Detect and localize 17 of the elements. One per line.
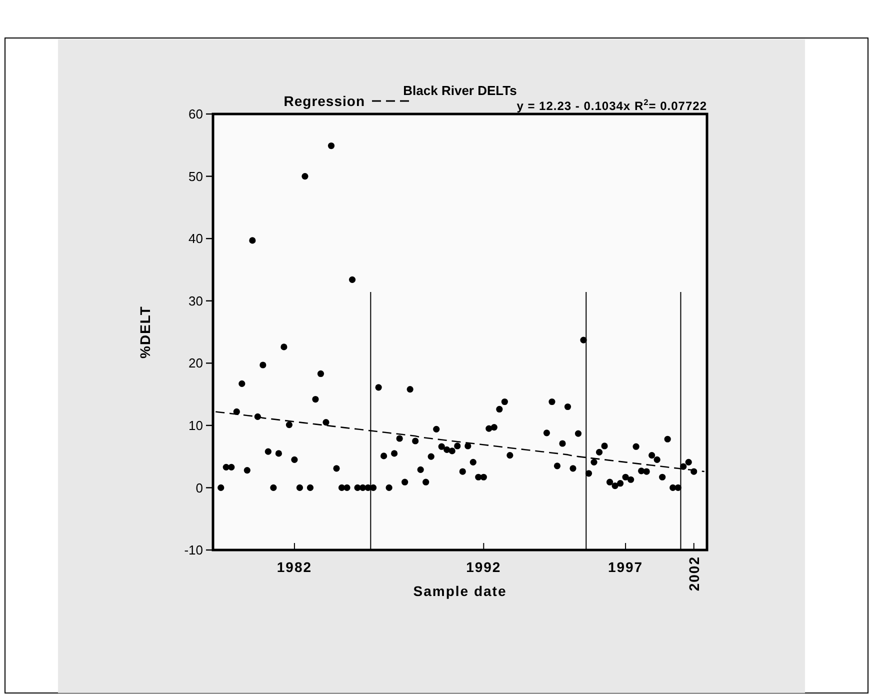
x-tick-label: 2002	[686, 556, 702, 592]
y-tick-label: 40	[188, 231, 203, 246]
x-tick-label: 1982	[276, 559, 312, 575]
y-tick-label: -10	[184, 542, 203, 558]
x-axis-title: Sample date	[413, 583, 507, 599]
y-tick-label: 60	[188, 106, 203, 122]
y-tick-label: 30	[188, 293, 203, 308]
x-tick-label: 1997	[608, 559, 644, 575]
y-axis-title: %DELT	[137, 306, 153, 358]
y-tick-label: 50	[188, 168, 203, 184]
y-tick-label: 10	[188, 418, 203, 433]
chart-title: Black River DELTs	[403, 83, 517, 98]
y-tick-label: 0	[196, 480, 203, 496]
text: y = 12.23 - 0.1034x R$^{2}$= 0.07722	[516, 97, 707, 113]
legend-label: Regression	[284, 93, 365, 109]
x-tick-label: 1992	[466, 559, 502, 575]
y-tick-label: 20	[188, 356, 203, 371]
